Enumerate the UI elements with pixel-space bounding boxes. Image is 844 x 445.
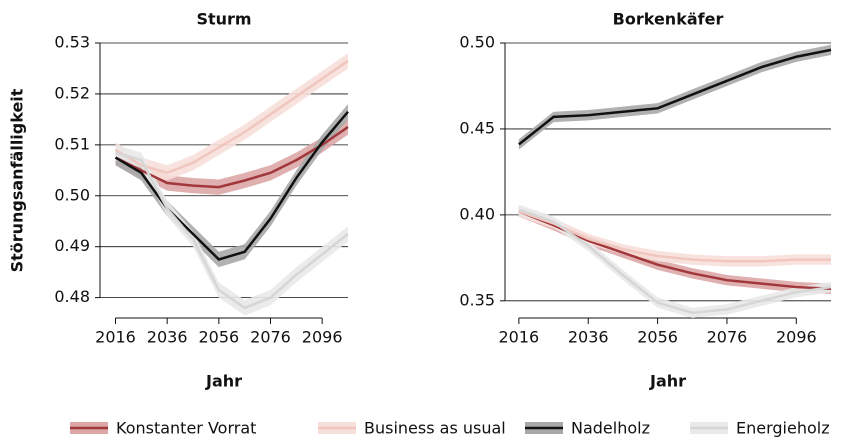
x-tick-label: 2056 bbox=[198, 328, 239, 347]
y-tick-label: 0.51 bbox=[54, 134, 90, 153]
x-tick-label: 2036 bbox=[147, 328, 188, 347]
x-tick-label: 2056 bbox=[637, 328, 678, 347]
x-tick-label: 2096 bbox=[302, 328, 343, 347]
y-tick-label: 0.35 bbox=[459, 290, 495, 309]
series-line bbox=[518, 210, 831, 263]
confidence-band bbox=[518, 204, 831, 318]
x-tick-label: 2016 bbox=[95, 328, 136, 347]
y-tick-label: 0.50 bbox=[54, 185, 90, 204]
y-tick-label: 0.52 bbox=[54, 83, 90, 102]
x-tick-label: 2096 bbox=[776, 328, 817, 347]
series-line bbox=[518, 48, 832, 146]
legend-label: Nadelholz bbox=[571, 419, 650, 438]
y-tick-label: 0.40 bbox=[459, 204, 495, 223]
confidence-band bbox=[518, 206, 831, 294]
y-tick-label: 0.45 bbox=[459, 118, 495, 137]
x-tick-label: 2036 bbox=[568, 328, 609, 347]
y-tick-label: 0.53 bbox=[54, 33, 90, 52]
legend-label: Business as usual bbox=[364, 419, 506, 438]
legend-label: Energieholz bbox=[736, 419, 830, 438]
x-tick-label: 2016 bbox=[499, 328, 540, 347]
confidence-band bbox=[115, 144, 348, 316]
y-axis-label: Störungsanfälligkeit bbox=[8, 88, 27, 272]
y-tick-label: 0.49 bbox=[54, 236, 90, 255]
series-line bbox=[114, 59, 349, 175]
panel-title: Sturm bbox=[196, 10, 251, 29]
y-tick-label: 0.50 bbox=[459, 33, 495, 52]
series-line bbox=[518, 210, 832, 291]
x-axis-label: Jahr bbox=[205, 372, 242, 391]
series-line bbox=[518, 208, 832, 315]
x-tick-label: 2076 bbox=[250, 328, 291, 347]
panel-title: Borkenkäfer bbox=[613, 10, 724, 29]
series-line bbox=[114, 110, 349, 261]
legend-label: Konstanter Vorrat bbox=[116, 419, 256, 438]
x-tick-label: 2076 bbox=[707, 328, 748, 347]
series-line bbox=[115, 151, 349, 310]
x-axis-label: Jahr bbox=[649, 372, 686, 391]
series-line bbox=[114, 125, 349, 189]
y-tick-label: 0.48 bbox=[54, 287, 90, 306]
